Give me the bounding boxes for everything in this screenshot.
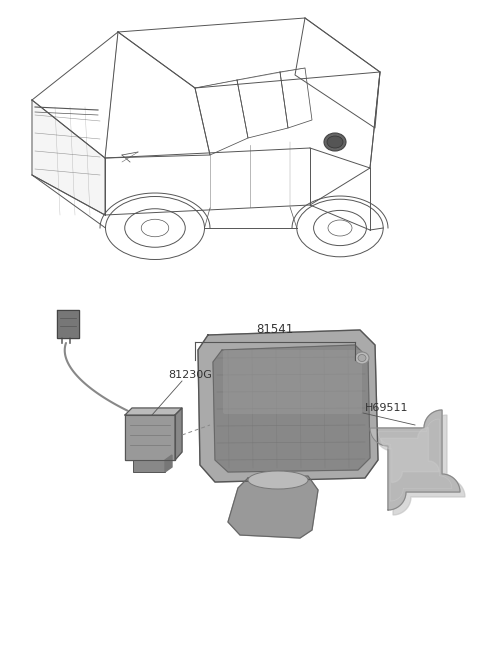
FancyBboxPatch shape bbox=[223, 350, 362, 414]
Text: 81541: 81541 bbox=[256, 323, 294, 336]
Polygon shape bbox=[57, 310, 79, 338]
Polygon shape bbox=[375, 415, 465, 515]
Polygon shape bbox=[175, 408, 182, 460]
Polygon shape bbox=[165, 455, 172, 472]
Polygon shape bbox=[370, 410, 460, 510]
Polygon shape bbox=[228, 476, 318, 538]
Ellipse shape bbox=[248, 471, 308, 489]
Polygon shape bbox=[32, 100, 105, 215]
Polygon shape bbox=[125, 415, 175, 460]
Ellipse shape bbox=[324, 133, 346, 151]
Polygon shape bbox=[213, 345, 370, 472]
Polygon shape bbox=[125, 408, 182, 415]
Bar bbox=[133, 460, 165, 472]
Text: H69511: H69511 bbox=[365, 403, 408, 413]
Ellipse shape bbox=[355, 352, 369, 364]
Polygon shape bbox=[381, 428, 439, 483]
Polygon shape bbox=[198, 330, 378, 482]
Text: 81230G: 81230G bbox=[168, 370, 212, 380]
Ellipse shape bbox=[327, 136, 343, 148]
Ellipse shape bbox=[358, 354, 366, 361]
